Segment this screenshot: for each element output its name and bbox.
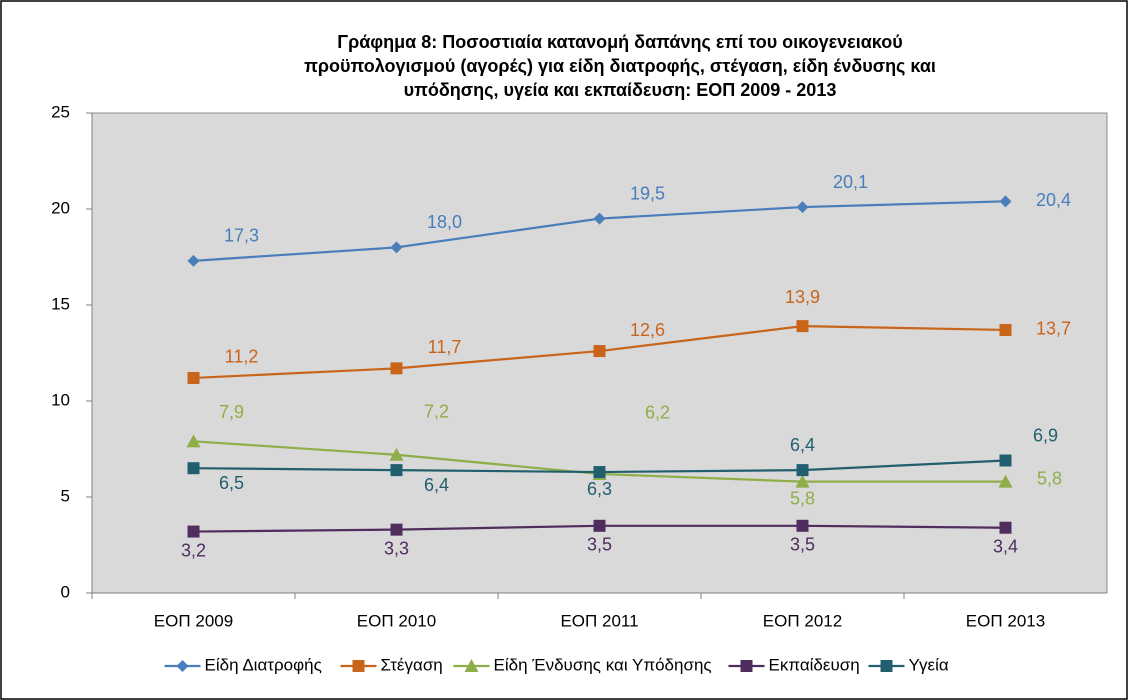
data-label: 3,5 xyxy=(790,535,815,555)
data-point xyxy=(390,241,403,254)
legend-marker xyxy=(464,659,479,672)
data-point xyxy=(389,447,404,461)
data-label: 11,2 xyxy=(225,347,259,367)
data-label: 11,7 xyxy=(428,337,462,357)
y-tick-label: 20 xyxy=(51,198,70,217)
chart-title: Γράφημα 8: Ποσοστιαία κατανομή δαπάνης ε… xyxy=(337,32,902,52)
data-label: 19,5 xyxy=(630,183,665,203)
data-label: 6,2 xyxy=(645,403,670,423)
data-point xyxy=(998,474,1013,488)
data-point xyxy=(796,519,809,532)
data-point xyxy=(187,462,200,475)
data-point xyxy=(999,195,1012,208)
data-point xyxy=(187,525,200,538)
legend-marker xyxy=(352,660,365,672)
legend-marker xyxy=(880,660,893,672)
data-label: 20,1 xyxy=(833,172,868,192)
chart-title: υπόδησης, υγεία και εκπαίδευση: ΕΟΠ 2009… xyxy=(404,80,837,100)
data-label: 5,8 xyxy=(1037,468,1062,488)
x-tick-label: ΕΟΠ 2011 xyxy=(560,611,638,630)
chart-title: προϋπολογισμού (αγορές) για είδη διατροφ… xyxy=(304,56,936,76)
legend-label: Εκπαίδευση xyxy=(769,655,860,674)
data-label: 13,9 xyxy=(785,287,820,307)
x-tick-label: ΕΟΠ 2009 xyxy=(154,611,233,630)
data-label: 6,5 xyxy=(219,473,244,493)
data-point xyxy=(796,201,809,214)
data-point xyxy=(593,345,606,358)
data-label: 6,9 xyxy=(1033,425,1058,445)
data-point xyxy=(593,466,606,479)
data-label: 17,3 xyxy=(224,226,259,246)
data-label: 7,2 xyxy=(424,402,449,422)
data-label: 12,6 xyxy=(630,320,665,340)
data-label: 18,0 xyxy=(427,212,462,232)
data-label: 5,8 xyxy=(790,488,815,508)
data-point xyxy=(390,464,403,477)
data-label: 20,4 xyxy=(1036,190,1071,210)
data-point xyxy=(796,464,809,477)
data-point xyxy=(390,362,403,375)
y-tick-label: 10 xyxy=(51,390,70,409)
legend-label: Είδη Ένδυσης και Υπόδησης xyxy=(494,655,712,674)
legend-marker xyxy=(740,660,753,672)
data-point xyxy=(999,521,1012,534)
y-tick-label: 15 xyxy=(51,294,70,313)
data-label: 6,4 xyxy=(790,435,815,455)
data-label: 6,3 xyxy=(587,479,612,499)
data-label: 3,4 xyxy=(993,536,1018,556)
data-point xyxy=(186,434,201,448)
y-tick-label: 5 xyxy=(61,486,70,505)
data-point xyxy=(795,474,810,488)
x-tick-label: ΕΟΠ 2010 xyxy=(357,611,436,630)
data-point xyxy=(390,523,403,536)
data-point xyxy=(593,519,606,532)
data-point xyxy=(187,371,200,384)
data-label: 3,3 xyxy=(384,538,409,558)
data-label: 6,4 xyxy=(424,475,449,495)
x-tick-label: ΕΟΠ 2013 xyxy=(966,611,1045,630)
legend-label: Υγεία xyxy=(909,655,949,674)
data-label: 3,2 xyxy=(181,540,206,560)
data-label: 7,9 xyxy=(219,402,244,422)
x-tick-label: ΕΟΠ 2012 xyxy=(763,611,842,630)
data-label: 13,7 xyxy=(1036,319,1071,339)
y-tick-label: 0 xyxy=(61,582,70,601)
legend-label: Είδη Διατροφής xyxy=(205,655,322,674)
data-label: 3,5 xyxy=(587,535,612,555)
data-point xyxy=(796,320,809,333)
legend-marker xyxy=(176,660,189,672)
legend-label: Στέγαση xyxy=(381,655,443,674)
data-point xyxy=(593,212,606,225)
y-tick-label: 25 xyxy=(51,102,70,121)
data-point xyxy=(999,323,1012,336)
data-point xyxy=(187,254,200,267)
data-point xyxy=(999,454,1012,467)
